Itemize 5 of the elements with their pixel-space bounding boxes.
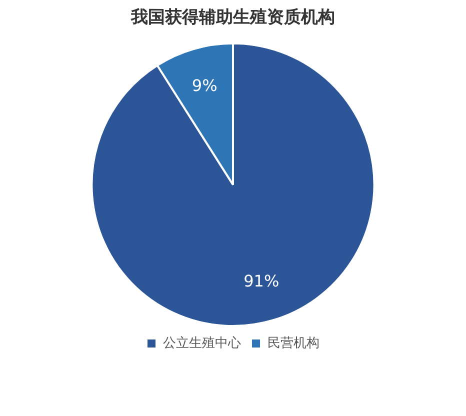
chart-title: 我国获得辅助生殖资质机构 [130,8,335,28]
data-label: 91% [244,272,280,291]
data-label: 9% [192,76,218,96]
legend-label: 公立生殖中心 [163,334,241,351]
legend-label: 民营机构 [268,336,320,351]
